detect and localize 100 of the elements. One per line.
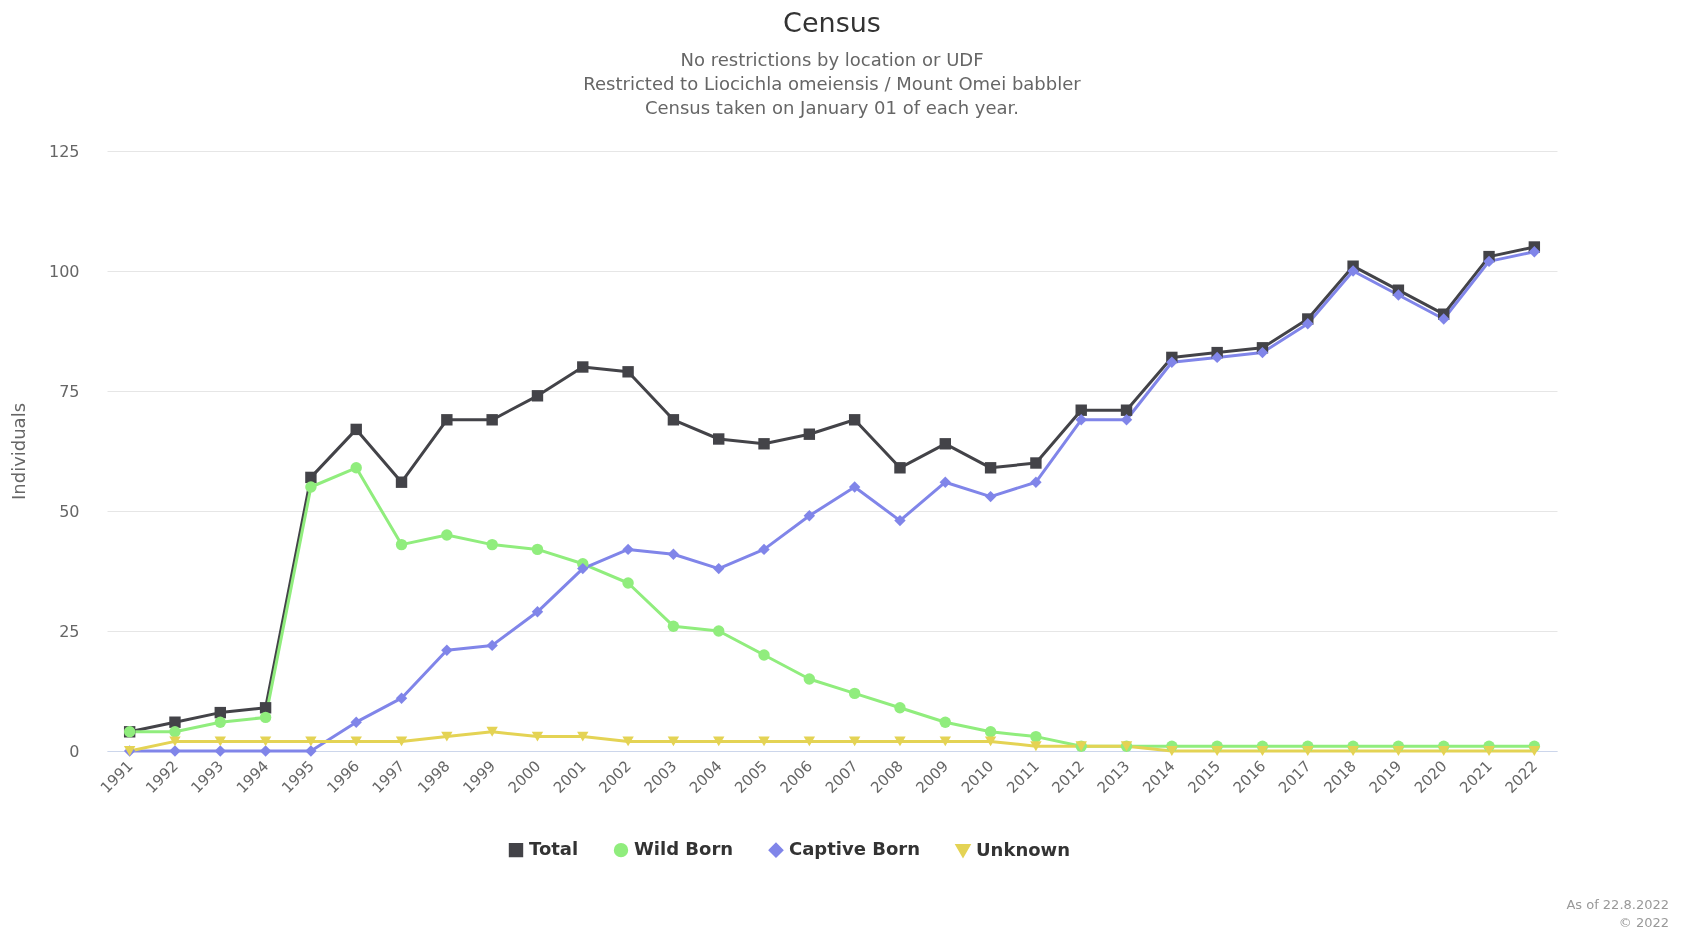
point xyxy=(1211,746,1223,756)
point xyxy=(169,745,181,757)
point xyxy=(848,687,861,700)
point xyxy=(894,514,906,527)
point xyxy=(939,438,951,450)
point xyxy=(622,736,634,747)
point xyxy=(713,433,725,445)
point xyxy=(622,366,634,378)
point xyxy=(848,414,861,426)
point xyxy=(713,736,725,747)
point xyxy=(1302,746,1314,756)
y-axis-title: Individuals xyxy=(7,402,29,501)
point xyxy=(622,577,634,589)
point xyxy=(1528,246,1541,258)
legend-label: Wild Born xyxy=(634,838,734,860)
point xyxy=(667,736,680,747)
chart-subtitle: No restrictions by location or UDF Restricted to Liocichla omeiensis / Mount Omei babbler Census taken on January 01 of each year. xyxy=(583,49,1082,118)
point xyxy=(758,438,770,450)
point xyxy=(486,639,498,652)
point xyxy=(531,390,544,402)
point xyxy=(486,414,498,426)
point xyxy=(214,745,226,757)
point xyxy=(577,361,589,373)
point xyxy=(803,673,816,685)
point xyxy=(758,649,770,661)
point xyxy=(577,562,589,575)
y-tick-label: 125 xyxy=(48,141,80,161)
point xyxy=(1483,255,1495,268)
point xyxy=(803,736,816,747)
point xyxy=(531,606,544,618)
point xyxy=(531,543,544,556)
point xyxy=(486,538,498,551)
point xyxy=(1166,746,1178,756)
point xyxy=(531,731,544,742)
point xyxy=(395,692,408,704)
chart-title: Census xyxy=(783,7,881,38)
point xyxy=(350,736,362,747)
point xyxy=(894,702,906,714)
point xyxy=(169,716,181,728)
point xyxy=(395,736,408,747)
point xyxy=(984,462,997,474)
point xyxy=(1256,346,1269,359)
legend-label: Captive Born xyxy=(789,838,921,860)
point xyxy=(939,736,951,747)
point xyxy=(214,716,226,728)
point xyxy=(1075,414,1087,426)
point xyxy=(305,745,317,757)
point xyxy=(395,476,408,488)
legend-label: Unknown xyxy=(976,838,1071,860)
y-tick-label: 25 xyxy=(59,621,80,641)
point xyxy=(667,548,680,560)
point xyxy=(350,423,362,436)
point xyxy=(350,716,362,728)
point xyxy=(486,726,498,737)
point xyxy=(622,543,634,556)
point xyxy=(1075,404,1087,416)
point xyxy=(1347,746,1359,756)
point xyxy=(441,414,453,426)
point xyxy=(169,736,181,747)
point xyxy=(848,736,861,747)
point xyxy=(1120,404,1133,416)
point xyxy=(1392,746,1405,756)
point xyxy=(259,736,272,747)
point xyxy=(939,716,951,728)
point xyxy=(395,538,408,551)
y-tick-label: 100 xyxy=(48,261,80,281)
point xyxy=(1030,741,1042,752)
point xyxy=(1392,289,1405,301)
point xyxy=(259,711,272,724)
point xyxy=(1528,746,1541,756)
text: © 2022 xyxy=(1617,914,1669,932)
point xyxy=(713,625,725,637)
point xyxy=(894,736,906,747)
point xyxy=(758,543,770,556)
point xyxy=(305,481,317,493)
point xyxy=(1483,746,1495,756)
point xyxy=(894,462,906,474)
point xyxy=(667,620,680,632)
point xyxy=(441,529,453,541)
point xyxy=(350,462,362,474)
point xyxy=(667,414,680,426)
point xyxy=(803,510,816,522)
point xyxy=(1302,318,1314,330)
point xyxy=(713,562,725,575)
point xyxy=(441,731,453,742)
point xyxy=(305,471,317,484)
point xyxy=(1166,356,1178,368)
point xyxy=(939,476,951,488)
point xyxy=(1347,265,1359,277)
point xyxy=(1438,313,1450,325)
point xyxy=(1256,746,1269,756)
point xyxy=(441,644,453,656)
point xyxy=(1211,351,1223,364)
point xyxy=(984,490,997,503)
y-tick-label: 0 xyxy=(69,741,80,761)
point xyxy=(1438,746,1450,756)
point xyxy=(1030,457,1042,469)
point xyxy=(577,731,589,742)
point xyxy=(1030,730,1042,743)
point xyxy=(848,481,861,493)
